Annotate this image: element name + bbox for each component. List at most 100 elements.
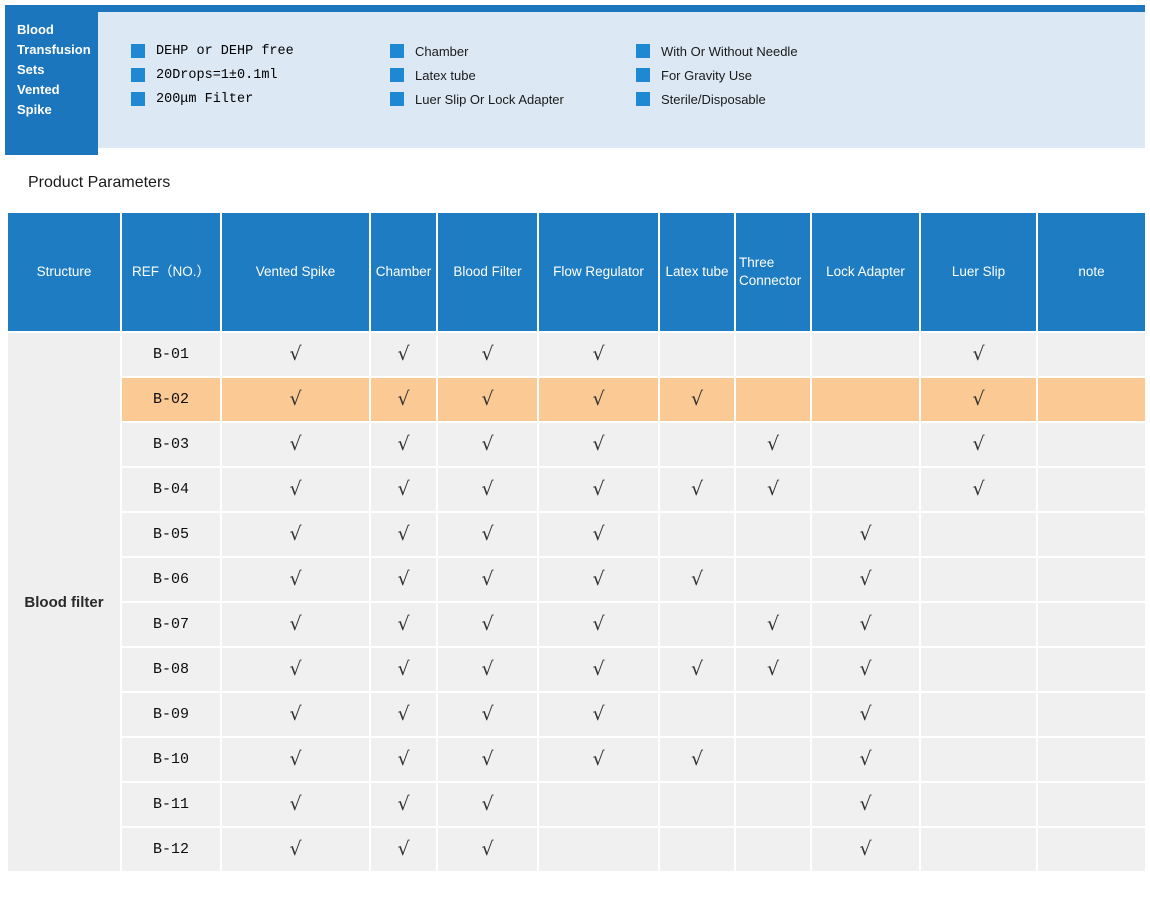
check-cell-lock-adapter: √: [812, 558, 921, 603]
check-mark: √: [481, 478, 494, 500]
check-mark: √: [397, 658, 410, 680]
product-title-line: Spike: [17, 102, 52, 117]
note-cell: [1038, 423, 1145, 468]
check-mark: √: [397, 478, 410, 500]
ref-cell: B-03: [122, 423, 222, 468]
bullet-square-icon: [636, 92, 650, 106]
column-header-vented-spike: Vented Spike: [222, 213, 371, 333]
feature-item: 20Drops=1±0.1ml: [131, 63, 390, 87]
check-cell-chamber: √: [371, 828, 438, 873]
features-column-2: Chamber Latex tube Luer Slip Or Lock Ada…: [390, 39, 636, 111]
product-title-line: Sets: [17, 62, 45, 77]
check-mark: √: [972, 478, 985, 500]
feature-label: Luer Slip Or Lock Adapter: [415, 91, 564, 107]
check-mark: √: [397, 613, 410, 635]
check-mark: √: [289, 748, 302, 770]
check-cell-chamber: √: [371, 333, 438, 378]
check-cell-lock-adapter: [812, 333, 921, 378]
check-cell-three-connector: √: [736, 423, 812, 468]
check-cell-vented-spike: √: [222, 738, 371, 783]
check-cell-blood-filter: √: [438, 378, 539, 423]
check-cell-luer-slip: [921, 693, 1038, 738]
check-cell-flow-regulator: [539, 783, 660, 828]
check-cell-blood-filter: √: [438, 783, 539, 828]
column-header-structure: Structure: [8, 213, 122, 333]
check-cell-latex-tube: [660, 423, 736, 468]
feature-item: Luer Slip Or Lock Adapter: [390, 87, 636, 111]
check-cell-three-connector: [736, 333, 812, 378]
check-cell-latex-tube: [660, 783, 736, 828]
check-cell-luer-slip: [921, 603, 1038, 648]
check-cell-chamber: √: [371, 738, 438, 783]
check-cell-lock-adapter: [812, 423, 921, 468]
check-cell-lock-adapter: [812, 378, 921, 423]
check-cell-three-connector: [736, 513, 812, 558]
feature-label: Sterile/Disposable: [661, 91, 766, 107]
check-cell-latex-tube: √: [660, 648, 736, 693]
check-mark: √: [481, 793, 494, 815]
column-header-luer-slip: Luer Slip: [921, 213, 1038, 333]
ref-cell: B-07: [122, 603, 222, 648]
check-mark: √: [481, 613, 494, 635]
product-title-box: Blood Transfusion Sets Vented Spike: [5, 5, 98, 155]
features-column-1: DEHP or DEHP free 20Drops=1±0.1ml 200μm …: [131, 39, 390, 111]
check-mark: √: [690, 748, 704, 770]
check-mark: √: [592, 343, 605, 365]
check-cell-blood-filter: √: [438, 603, 539, 648]
feature-item: DEHP or DEHP free: [131, 39, 390, 63]
feature-label: For Gravity Use: [661, 67, 753, 83]
check-cell-three-connector: [736, 378, 812, 423]
check-cell-luer-slip: √: [921, 423, 1038, 468]
check-cell-lock-adapter: √: [812, 693, 921, 738]
check-mark: √: [859, 568, 872, 590]
check-cell-luer-slip: [921, 513, 1038, 558]
feature-item: For Gravity Use: [636, 63, 1145, 87]
check-cell-flow-regulator: √: [539, 423, 660, 468]
ref-cell: B-05: [122, 513, 222, 558]
check-cell-flow-regulator: √: [539, 333, 660, 378]
ref-cell: B-02: [122, 378, 222, 423]
check-cell-vented-spike: √: [222, 693, 371, 738]
check-cell-blood-filter: √: [438, 423, 539, 468]
check-mark: √: [859, 658, 872, 680]
check-mark: √: [397, 343, 410, 365]
check-cell-chamber: √: [371, 513, 438, 558]
check-mark: √: [289, 613, 302, 635]
check-cell-blood-filter: √: [438, 648, 539, 693]
feature-label: 200μm Filter: [156, 91, 254, 107]
check-cell-chamber: √: [371, 648, 438, 693]
check-cell-three-connector: √: [736, 603, 812, 648]
ref-cell: B-09: [122, 693, 222, 738]
check-cell-vented-spike: √: [222, 603, 371, 648]
ref-cell: B-06: [122, 558, 222, 603]
column-header-flow-regulator: Flow Regulator: [539, 213, 660, 333]
check-mark: √: [289, 343, 302, 365]
check-cell-three-connector: [736, 558, 812, 603]
check-cell-luer-slip: [921, 828, 1038, 873]
check-mark: √: [289, 658, 302, 680]
bullet-square-icon: [636, 68, 650, 82]
ref-cell: B-01: [122, 333, 222, 378]
ref-cell: B-04: [122, 468, 222, 513]
check-mark: √: [481, 388, 494, 410]
check-cell-luer-slip: [921, 648, 1038, 693]
column-header-note: note: [1038, 213, 1145, 333]
check-cell-vented-spike: √: [222, 423, 371, 468]
check-mark: √: [481, 838, 494, 860]
check-cell-blood-filter: √: [438, 693, 539, 738]
check-cell-latex-tube: [660, 333, 736, 378]
check-cell-vented-spike: √: [222, 333, 371, 378]
check-cell-latex-tube: [660, 828, 736, 873]
parameters-table: Structure REF（NO.） Vented Spike Chamber Bloo…: [8, 213, 1145, 873]
check-cell-three-connector: [736, 693, 812, 738]
ref-cell: B-12: [122, 828, 222, 873]
check-cell-latex-tube: √: [660, 378, 736, 423]
check-cell-blood-filter: √: [438, 738, 539, 783]
check-cell-luer-slip: √: [921, 468, 1038, 513]
check-mark: √: [972, 388, 985, 410]
check-mark: √: [289, 838, 302, 860]
column-header-chamber: Chamber: [371, 213, 438, 333]
check-cell-lock-adapter: √: [812, 513, 921, 558]
check-cell-blood-filter: √: [438, 828, 539, 873]
